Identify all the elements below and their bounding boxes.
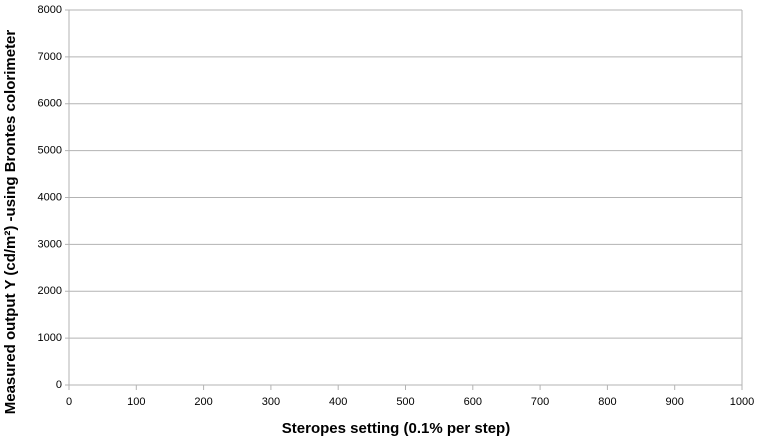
- y-tick-label: 0: [56, 379, 62, 391]
- x-tick-label: 100: [127, 396, 145, 408]
- y-tick-label: 6000: [38, 98, 62, 110]
- x-tick-label: 0: [66, 396, 72, 408]
- y-tick-label: 2000: [38, 285, 62, 297]
- y-tick-label: 4000: [38, 191, 62, 203]
- x-tick-label: 1000: [730, 396, 754, 408]
- x-tick-label: 700: [531, 396, 549, 408]
- x-tick-label: 400: [329, 396, 347, 408]
- y-tick-label: 7000: [38, 51, 62, 63]
- x-tick-label: 200: [194, 396, 212, 408]
- x-tick-label: 600: [464, 396, 482, 408]
- x-tick-label: 500: [396, 396, 414, 408]
- x-tick-label: 300: [262, 396, 280, 408]
- x-tick-label: 800: [598, 396, 616, 408]
- y-tick-label: 5000: [38, 145, 62, 157]
- y-tick-label: 1000: [38, 332, 62, 344]
- y-tick-label: 3000: [38, 238, 62, 250]
- x-tick-label: 900: [666, 396, 684, 408]
- y-axis-title: Measured output Y (cd/m²) -using Brontes…: [2, 30, 19, 415]
- x-axis-title: Steropes setting (0.1% per step): [282, 420, 510, 437]
- y-tick-label: 8000: [38, 4, 62, 16]
